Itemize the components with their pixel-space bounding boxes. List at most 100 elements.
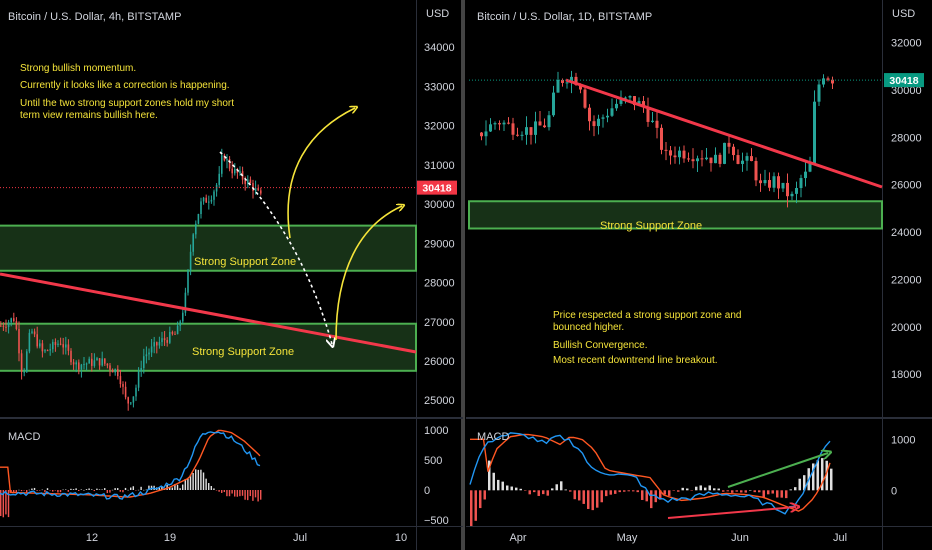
right-candle[interactable] <box>655 120 659 128</box>
left-candle[interactable] <box>130 402 132 404</box>
left-candle[interactable] <box>137 371 140 388</box>
right-candle[interactable] <box>552 92 555 116</box>
left-candle[interactable] <box>189 251 192 271</box>
right-candle[interactable] <box>583 89 587 108</box>
left-candle[interactable] <box>158 342 161 346</box>
left-candle[interactable] <box>228 158 231 169</box>
left-candle[interactable] <box>23 371 25 373</box>
right-candle[interactable] <box>795 188 798 194</box>
left-candle[interactable] <box>202 197 205 202</box>
right-candle[interactable] <box>822 78 825 85</box>
left-candle[interactable] <box>13 318 15 322</box>
right-macd-axis[interactable]: 1000 0 <box>891 434 915 497</box>
right-candle[interactable] <box>741 160 744 164</box>
left-candle[interactable] <box>0 325 2 327</box>
left-candle[interactable] <box>140 368 142 372</box>
right-candle[interactable] <box>601 117 605 119</box>
right-candle[interactable] <box>772 176 776 188</box>
right-candle[interactable] <box>736 155 740 164</box>
right-candle[interactable] <box>642 101 645 107</box>
right-candle[interactable] <box>723 142 726 164</box>
left-candle[interactable] <box>122 384 124 387</box>
right-candle[interactable] <box>615 103 618 109</box>
correction-projection-arrow[interactable] <box>219 151 332 344</box>
left-candle[interactable] <box>62 344 64 348</box>
left-candle[interactable] <box>195 223 197 235</box>
right-candle[interactable] <box>628 96 632 98</box>
right-candle[interactable] <box>484 131 488 137</box>
right-candle[interactable] <box>799 178 803 189</box>
right-candle[interactable] <box>493 123 497 125</box>
left-candle[interactable] <box>163 338 166 341</box>
right-candle[interactable] <box>502 122 506 125</box>
left-candle[interactable] <box>80 364 83 370</box>
right-candle[interactable] <box>619 98 623 104</box>
left-candle[interactable] <box>2 325 5 327</box>
left-time-axis[interactable]: 12 19 Jul 10 <box>86 532 407 544</box>
right-candle[interactable] <box>826 78 830 80</box>
right-candle[interactable] <box>480 132 483 137</box>
left-candle[interactable] <box>111 369 114 373</box>
right-candle[interactable] <box>525 127 528 135</box>
right-price-axis[interactable]: 32000 30000 28000 26000 24000 22000 20000 18000 <box>891 38 922 381</box>
right-candle[interactable] <box>786 182 789 197</box>
left-candle[interactable] <box>10 318 12 323</box>
left-candle[interactable] <box>106 363 109 366</box>
right-macd-signal-line[interactable] <box>470 433 831 512</box>
right-candle[interactable] <box>574 76 578 85</box>
left-candle[interactable] <box>247 179 249 184</box>
left-candle[interactable] <box>239 171 241 174</box>
left-candle[interactable] <box>135 387 137 397</box>
right-candle[interactable] <box>561 79 564 83</box>
bullish-projection-arrow-1[interactable] <box>287 108 355 239</box>
left-macd-signal-line[interactable] <box>0 429 261 498</box>
left-candle[interactable] <box>5 326 7 328</box>
right-candle[interactable] <box>781 182 785 189</box>
left-candle[interactable] <box>184 292 187 313</box>
right-candle[interactable] <box>633 96 636 106</box>
right-candle[interactable] <box>790 193 794 197</box>
left-candle[interactable] <box>78 362 80 370</box>
left-candle[interactable] <box>18 328 20 354</box>
right-current-price-tag[interactable]: 30418 <box>884 73 924 88</box>
right-candle[interactable] <box>682 150 686 159</box>
right-candle[interactable] <box>808 163 812 172</box>
right-candle[interactable] <box>768 180 771 188</box>
left-candle[interactable] <box>223 155 226 161</box>
right-candle[interactable] <box>714 154 717 164</box>
left-candle[interactable] <box>234 168 236 174</box>
left-macd-axis[interactable]: 1000 500 0 −500 <box>424 425 449 527</box>
lower-support-zone[interactable] <box>0 322 417 372</box>
right-candle[interactable] <box>646 106 650 122</box>
left-candle[interactable] <box>52 341 54 350</box>
right-candle[interactable] <box>520 134 524 136</box>
left-candle[interactable] <box>28 332 31 352</box>
left-candle[interactable] <box>153 342 155 347</box>
left-candle[interactable] <box>67 344 70 351</box>
left-candle[interactable] <box>15 321 18 329</box>
left-current-price-tag[interactable]: 30418 <box>417 180 457 195</box>
right-candle[interactable] <box>754 161 758 181</box>
left-candle[interactable] <box>72 362 75 365</box>
right-candle[interactable] <box>678 150 681 158</box>
right-candle[interactable] <box>696 158 699 162</box>
right-candle[interactable] <box>763 180 767 184</box>
left-candle[interactable] <box>96 358 98 361</box>
right-candle[interactable] <box>673 155 677 158</box>
right-candle[interactable] <box>588 107 591 122</box>
left-candle[interactable] <box>117 369 119 377</box>
left-candle[interactable] <box>208 201 210 203</box>
left-candle[interactable] <box>33 331 36 335</box>
left-candle[interactable] <box>231 168 233 174</box>
left-candle[interactable] <box>119 376 122 385</box>
right-candle[interactable] <box>759 180 762 184</box>
left-candle[interactable] <box>200 201 202 215</box>
left-candle[interactable] <box>26 351 28 372</box>
right-candle[interactable] <box>511 123 515 135</box>
right-candle[interactable] <box>817 84 821 102</box>
left-candle[interactable] <box>83 364 85 366</box>
right-candle[interactable] <box>732 146 735 156</box>
right-candle[interactable] <box>691 159 695 162</box>
right-candle[interactable] <box>745 156 749 161</box>
left-candle[interactable] <box>260 190 262 194</box>
